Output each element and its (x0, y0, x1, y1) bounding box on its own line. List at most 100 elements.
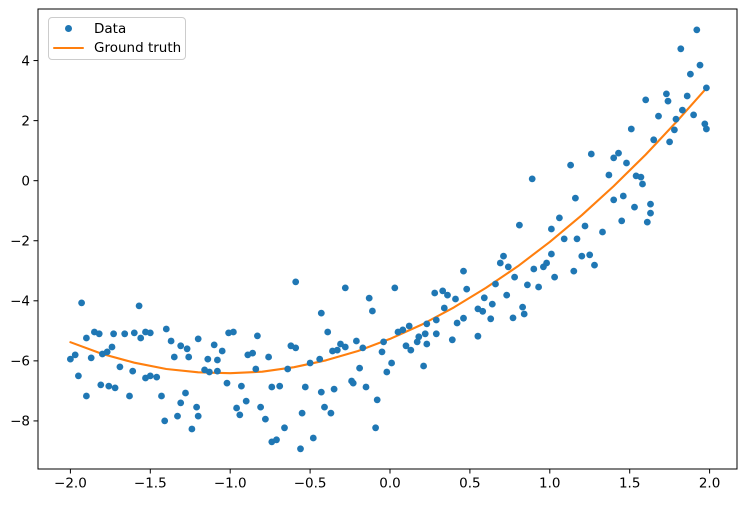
x-tick-label: 0.5 (459, 476, 480, 492)
data-point (116, 363, 124, 371)
data-point (444, 291, 451, 299)
data-point (605, 171, 613, 179)
data-point (479, 307, 487, 315)
data-point (238, 382, 245, 390)
data-point (516, 221, 523, 229)
data-point (301, 383, 309, 391)
data-point (249, 349, 256, 357)
y-tick-label: −4 (10, 294, 30, 310)
data-point (655, 112, 662, 120)
data-point (530, 265, 538, 273)
data-point (524, 281, 531, 289)
data-point (204, 355, 212, 363)
data-point (362, 383, 370, 391)
data-point (432, 316, 440, 324)
data-point (83, 392, 90, 400)
data-point (615, 149, 622, 157)
data-point (487, 315, 495, 323)
data-point (639, 180, 646, 188)
data-point (193, 403, 201, 411)
data-point (440, 304, 448, 312)
data-point (185, 353, 193, 361)
data-point (75, 372, 82, 380)
data-point (432, 330, 440, 338)
data-point (242, 397, 250, 405)
data-point (586, 251, 594, 259)
data-point (423, 340, 431, 348)
data-point (578, 252, 586, 260)
y-tick-label: 2 (21, 113, 30, 129)
data-point (570, 267, 578, 275)
data-point (431, 289, 439, 297)
data-point (177, 342, 185, 350)
data-point (528, 175, 536, 183)
data-point (664, 97, 672, 105)
data-point (421, 330, 429, 338)
data-point (388, 359, 395, 367)
data-point (137, 334, 145, 342)
data-point (672, 115, 680, 123)
data-point (292, 278, 300, 286)
x-tick-label: 1.0 (539, 476, 560, 492)
data-point (618, 217, 626, 225)
legend-item-data: Data (49, 19, 185, 39)
data-point (573, 235, 581, 243)
data-point (206, 368, 213, 376)
data-point (236, 411, 244, 419)
data-point (415, 333, 423, 341)
legend-label-ground-truth: Ground truth (94, 40, 182, 57)
data-point (174, 412, 181, 420)
x-tick-label: 2.0 (699, 476, 720, 492)
data-point (95, 330, 103, 338)
data-point (647, 209, 654, 217)
y-tick-label: 0 (21, 173, 30, 189)
data-point (349, 379, 357, 387)
data-point (365, 294, 373, 302)
data-point (587, 150, 595, 158)
data-point (556, 214, 563, 222)
data-point (309, 434, 317, 442)
data-point (214, 356, 221, 364)
data-point (330, 385, 338, 393)
legend-label-data: Data (94, 20, 127, 37)
data-point (380, 338, 387, 346)
legend-handle (53, 25, 84, 33)
data-point (407, 346, 415, 354)
data-point (194, 412, 202, 420)
data-point (170, 353, 178, 361)
data-point (281, 424, 288, 432)
data-point (359, 344, 367, 352)
data-point (353, 337, 360, 345)
data-point (423, 320, 431, 328)
data-point (701, 120, 709, 128)
data-point (474, 332, 482, 340)
data-point (214, 367, 221, 375)
data-point (135, 302, 143, 310)
data-point (642, 96, 650, 104)
data-point (105, 382, 113, 390)
data-point (111, 384, 119, 392)
data-point (581, 222, 589, 230)
data-point (324, 328, 332, 336)
x-tick-label: 1.5 (619, 476, 640, 492)
data-point (161, 417, 169, 425)
data-point (177, 399, 185, 407)
data-point (121, 330, 129, 338)
data-point (453, 319, 461, 327)
data-point (460, 267, 467, 275)
data-point (298, 409, 306, 417)
data-point (439, 287, 447, 295)
data-point (223, 379, 231, 387)
data-point (572, 194, 579, 202)
data-point (183, 345, 191, 353)
legend-item-ground-truth: Ground truth (49, 39, 185, 59)
data-point (188, 425, 196, 433)
x-tick-label: 0.0 (379, 476, 400, 492)
data-marker-icon (65, 25, 72, 33)
data-point (683, 92, 691, 100)
data-point (690, 111, 697, 119)
data-point (610, 154, 618, 162)
x-tick-label: −1.5 (134, 476, 167, 492)
data-point (399, 326, 407, 334)
x-tick-label: −2.0 (54, 476, 87, 492)
